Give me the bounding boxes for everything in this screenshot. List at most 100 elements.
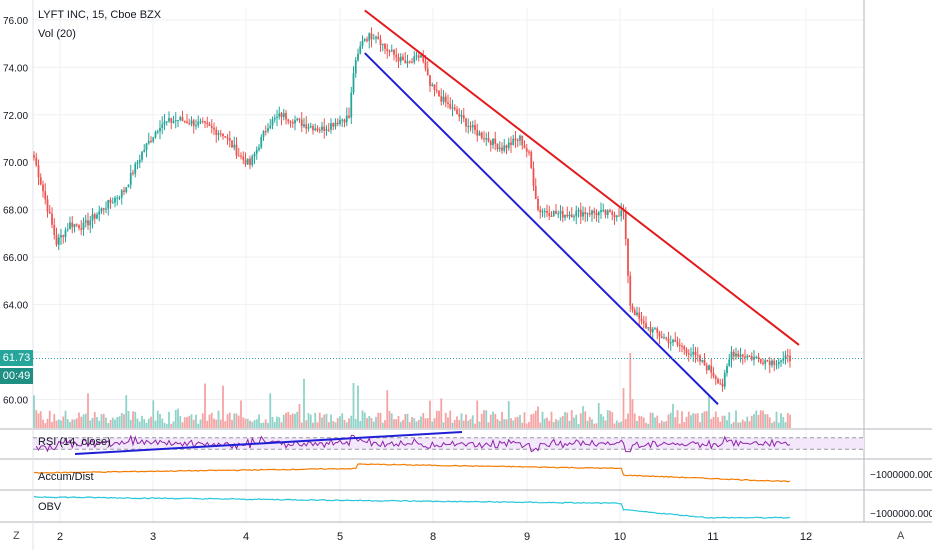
candle-body (298, 118, 301, 120)
volume-bar (532, 413, 535, 428)
candle-body (498, 147, 501, 150)
x-tick-label: 8 (430, 531, 436, 543)
volume-bar (426, 418, 429, 428)
volume-bar (741, 419, 744, 428)
price-tick-label: 76.00 (3, 16, 28, 27)
volume-bar (780, 413, 782, 428)
candle-body (222, 133, 224, 137)
volume-bar (539, 422, 542, 428)
candle-body (172, 121, 175, 123)
volume-bar (377, 412, 380, 428)
volume-bar (35, 410, 38, 428)
volume-bar (503, 419, 506, 428)
volume-bar (44, 423, 47, 428)
volume-bar (564, 412, 566, 428)
candle-body (78, 225, 80, 229)
symbol-title: LYFT INC, 15, Cboe BZX (38, 9, 162, 21)
candle-body (399, 56, 402, 62)
volume-bar (579, 413, 582, 428)
candle-body (224, 136, 227, 138)
candle-body (613, 214, 616, 218)
candle-body (370, 33, 373, 40)
volume-bar (280, 422, 283, 428)
candle-body (737, 353, 740, 357)
volume-bar (516, 416, 519, 428)
candle-body (348, 115, 350, 118)
candle-body (73, 224, 76, 228)
candle-body (114, 197, 116, 203)
candle-body (597, 212, 600, 216)
volume-bar (408, 422, 411, 428)
volume-bar (172, 421, 175, 428)
candle-body (775, 364, 778, 366)
candle-body (492, 138, 494, 146)
candle-body (372, 38, 375, 40)
volume-bar (381, 422, 384, 428)
volume-bar (181, 422, 184, 428)
candle-body (696, 355, 699, 357)
candle-body (564, 214, 566, 218)
candle-body (147, 140, 150, 144)
candle-body (501, 147, 503, 151)
candle-body (521, 135, 524, 146)
volume-bar (276, 416, 278, 428)
zoom-corner-label[interactable]: Z (13, 530, 20, 542)
volume-bar (201, 413, 204, 428)
volume-bar (555, 419, 557, 428)
candle-body (615, 215, 618, 218)
volume-bar (102, 413, 105, 428)
volume-bar (519, 414, 521, 428)
candle-body (316, 128, 319, 131)
volume-bar (582, 406, 584, 428)
candle-body (44, 191, 47, 200)
volume-bar (624, 419, 627, 428)
volume-bar (505, 419, 508, 428)
candle-body (62, 235, 65, 237)
volume-bar (714, 411, 717, 428)
candle-body (444, 96, 447, 103)
candle-body (415, 55, 418, 57)
price-tick-label: 60.00 (3, 396, 28, 407)
candle-body (312, 126, 314, 131)
volume-bar (415, 421, 418, 428)
candle-body (766, 360, 769, 362)
volume-bar (748, 421, 751, 428)
candle-body (701, 359, 704, 362)
volume-bar (143, 419, 146, 428)
volume-bar (546, 417, 548, 428)
candle-body (217, 133, 220, 135)
candle-body (42, 184, 44, 192)
volume-bar (456, 416, 458, 428)
volume-bar (379, 412, 382, 428)
volume-bar (737, 422, 740, 428)
candle-body (591, 210, 593, 215)
candle-body (543, 211, 546, 213)
candle-body (98, 211, 101, 215)
candle-body (163, 121, 166, 125)
candle-body (424, 61, 427, 69)
volume-bar (312, 422, 314, 428)
auto-scale-label[interactable]: A (897, 530, 905, 542)
candle-body (780, 360, 782, 363)
volume-bar (444, 412, 447, 428)
candle-body (474, 125, 476, 131)
volume-bar (561, 415, 564, 428)
volume-bar (136, 418, 139, 428)
candle-body (127, 184, 130, 188)
candle-body (260, 136, 263, 148)
volume-bar (669, 412, 672, 428)
candle-body (573, 216, 575, 218)
candle-body (132, 172, 134, 174)
volume-bar (566, 412, 569, 428)
candle-body (611, 211, 614, 215)
volume-bar (557, 420, 560, 428)
candle-body (379, 39, 382, 46)
volume-bar (678, 423, 681, 428)
candle-body (138, 159, 141, 163)
candle-body (201, 121, 204, 123)
candle-body (80, 228, 83, 230)
candle-body (465, 118, 467, 127)
volume-bar (469, 418, 472, 428)
